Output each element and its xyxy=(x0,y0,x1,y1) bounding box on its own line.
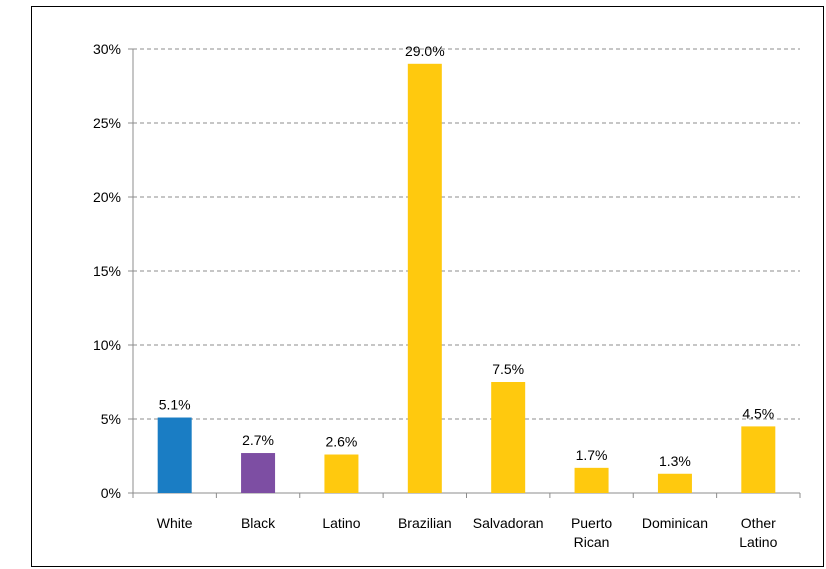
category-label-line: Brazilian xyxy=(398,515,452,531)
data-label: 2.6% xyxy=(325,434,357,450)
bar xyxy=(657,473,692,493)
category-label: Dominican xyxy=(642,515,708,531)
bar xyxy=(574,467,609,493)
category-label-line: Rican xyxy=(574,534,610,550)
bar xyxy=(157,417,192,493)
category-label-line: Salvadoran xyxy=(473,515,544,531)
category-label-line: Dominican xyxy=(642,515,708,531)
bar xyxy=(241,453,276,493)
data-label: 1.7% xyxy=(576,447,608,463)
category-label: Salvadoran xyxy=(473,515,544,531)
data-label: 4.5% xyxy=(742,405,774,421)
category-label: Other Latino xyxy=(739,515,777,550)
y-tick-label: 15% xyxy=(93,263,121,279)
y-tick-label: 25% xyxy=(93,115,121,131)
data-label: 2.7% xyxy=(242,432,274,448)
y-tick-label: 5% xyxy=(101,411,121,427)
category-label: Black xyxy=(241,515,276,531)
bar xyxy=(407,63,442,494)
bar xyxy=(324,454,359,493)
y-tick-label: 0% xyxy=(101,485,121,501)
category-label-line: Latino xyxy=(322,515,360,531)
category-label-line: Black xyxy=(241,515,276,531)
data-label: 29.0% xyxy=(405,43,445,59)
y-tick-label: 30% xyxy=(93,41,121,57)
category-label: Brazilian xyxy=(398,515,452,531)
data-label: 5.1% xyxy=(159,397,191,413)
category-label: Puerto Rican xyxy=(571,515,612,550)
y-tick-label: 10% xyxy=(93,337,121,353)
data-label: 1.3% xyxy=(659,453,691,469)
category-label-line: Other xyxy=(741,515,776,531)
category-label: White xyxy=(157,515,193,531)
category-label: Latino xyxy=(322,515,360,531)
category-label-line: Latino xyxy=(739,534,777,550)
bar xyxy=(491,382,526,493)
category-label-line: Puerto xyxy=(571,515,612,531)
y-tick-label: 20% xyxy=(93,189,121,205)
category-label-line: White xyxy=(157,515,193,531)
bar xyxy=(741,426,776,493)
data-label: 7.5% xyxy=(492,361,524,377)
